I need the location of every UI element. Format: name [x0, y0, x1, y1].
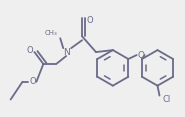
Text: O: O	[29, 77, 36, 86]
Text: Cl: Cl	[162, 95, 171, 104]
Text: CH₃: CH₃	[45, 30, 58, 36]
Text: O: O	[26, 46, 33, 55]
Text: N: N	[63, 48, 70, 57]
Text: O: O	[87, 16, 93, 25]
Text: O: O	[137, 51, 144, 60]
